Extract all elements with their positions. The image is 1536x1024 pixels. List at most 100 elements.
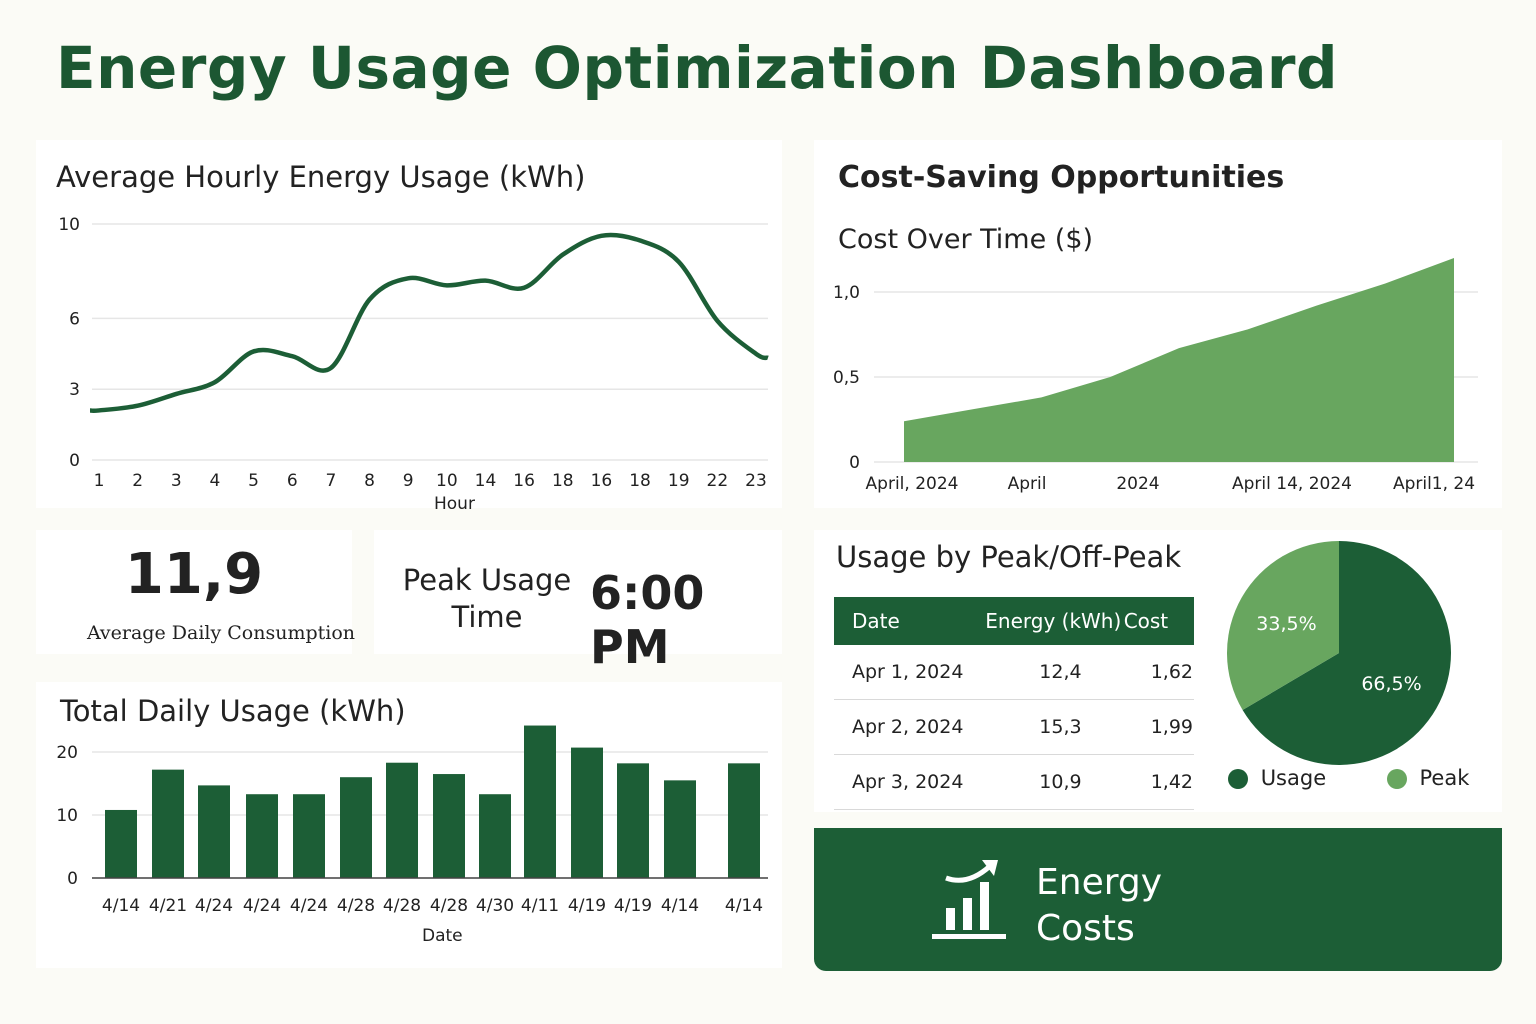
x-tick-label: April bbox=[1008, 474, 1047, 494]
daily-bar bbox=[664, 780, 696, 878]
banner-line1: Energy bbox=[1036, 862, 1163, 903]
table-cell-date: Apr 2, 2024 bbox=[834, 699, 966, 755]
daily-chart-title: Total Daily Usage (kWh) bbox=[60, 694, 406, 728]
peak-time-label: Peak Usage Time bbox=[394, 562, 580, 636]
x-tick-label: 4/14 bbox=[102, 896, 140, 916]
x-tick-label: 8 bbox=[364, 471, 375, 491]
peak-time-value: 6:00 PM bbox=[590, 566, 705, 674]
chart-growth-icon bbox=[932, 856, 1006, 946]
legend-item-usage: Usage bbox=[1228, 766, 1333, 790]
x-tick-label: 4/28 bbox=[337, 896, 375, 916]
pie-slice-usage bbox=[1242, 541, 1451, 765]
pie-legend: Usage Peak bbox=[1228, 766, 1469, 790]
x-tick-label: 9 bbox=[403, 471, 414, 491]
x-tick-label: 1 bbox=[94, 471, 105, 491]
daily-bar bbox=[728, 763, 760, 878]
x-tick-label: 19 bbox=[668, 471, 690, 491]
hourly-x-axis-label: Hour bbox=[434, 494, 475, 514]
daily-bar bbox=[571, 747, 603, 878]
daily-bar bbox=[198, 785, 230, 878]
table-row: Apr 3, 2024 10,9 1,42 bbox=[834, 754, 1194, 810]
x-tick-label: 4/21 bbox=[149, 896, 187, 916]
x-tick-label: 18 bbox=[552, 471, 574, 491]
y-tick-label: 20 bbox=[56, 743, 78, 763]
daily-bar bbox=[386, 762, 418, 878]
table-header-row: Date Energy (kWh) Cost bbox=[834, 597, 1194, 645]
x-tick-label: 5 bbox=[248, 471, 259, 491]
x-tick-label: 2 bbox=[132, 471, 143, 491]
x-tick-label: 4/14 bbox=[725, 896, 763, 916]
daily-usage-panel: Total Daily Usage (kWh) 20 10 0 4/14 4/21 4/2… bbox=[36, 682, 782, 968]
table-cell-cost: 1,42 bbox=[1122, 754, 1194, 810]
table-cell-energy: 10,9 bbox=[965, 754, 1123, 810]
daily-bar bbox=[617, 763, 649, 878]
banner-line2: Costs bbox=[1036, 908, 1135, 949]
column-header-energy: Energy (kWh) bbox=[965, 597, 1123, 645]
table-cell-energy: 12,4 bbox=[965, 645, 1123, 700]
usage-pie-chart: 66,5% 33,5% bbox=[1227, 541, 1451, 765]
cost-area-chart: 1,0 0,5 0 April, 2024 April 2024 April 14, 202… bbox=[833, 258, 1478, 494]
cost-area bbox=[904, 258, 1454, 462]
x-tick-label: 2024 bbox=[1116, 474, 1159, 494]
x-tick-label: 6 bbox=[287, 471, 298, 491]
avg-consumption-card: 11,9 Average Daily Consumption bbox=[36, 530, 355, 654]
table-cell-energy: 15,3 bbox=[965, 699, 1123, 755]
x-tick-label: 22 bbox=[707, 471, 729, 491]
y-tick-label: 10 bbox=[58, 215, 80, 235]
table-cell-cost: 1,62 bbox=[1122, 645, 1194, 700]
x-tick-label: 4/28 bbox=[430, 896, 468, 916]
column-header-cost: Cost bbox=[1122, 597, 1194, 645]
x-tick-label: April 14, 2024 bbox=[1232, 474, 1352, 494]
daily-bar bbox=[340, 777, 372, 878]
hourly-chart-title: Average Hourly Energy Usage (kWh) bbox=[56, 160, 586, 194]
daily-bar bbox=[105, 809, 137, 878]
cost-section-title: Cost-Saving Opportunities bbox=[838, 160, 1285, 195]
pie-slice-label: 66,5% bbox=[1361, 673, 1421, 695]
x-tick-label: 4/30 bbox=[476, 896, 514, 916]
x-tick-label: 4/28 bbox=[383, 896, 421, 916]
table-row: Apr 1, 2024 12,4 1,62 bbox=[834, 645, 1194, 700]
cost-chart-title: Cost Over Time ($) bbox=[838, 224, 1094, 255]
y-tick-label: 0 bbox=[69, 451, 80, 471]
legend-item-peak: Peak bbox=[1386, 766, 1469, 790]
column-header-date: Date bbox=[834, 597, 966, 645]
energy-costs-banner[interactable]: Energy Costs bbox=[814, 828, 1502, 971]
legend-swatch-peak bbox=[1386, 769, 1407, 789]
x-tick-label: 18 bbox=[629, 471, 651, 491]
table-cell-date: Apr 3, 2024 bbox=[834, 754, 966, 810]
daily-bar bbox=[433, 774, 465, 878]
x-tick-label: 7 bbox=[325, 471, 336, 491]
table-cell-cost: 1,99 bbox=[1122, 699, 1194, 755]
x-tick-label: 4/19 bbox=[568, 896, 606, 916]
daily-bar bbox=[152, 769, 184, 878]
x-tick-label: 4/24 bbox=[195, 896, 233, 916]
x-tick-label: 16 bbox=[513, 471, 535, 491]
y-tick-label: 0 bbox=[849, 453, 860, 473]
table-row: Apr 2, 2024 15,3 1,99 bbox=[834, 699, 1194, 755]
pie-slice-peak bbox=[1227, 541, 1339, 711]
x-tick-label: 10 bbox=[436, 471, 458, 491]
x-tick-label: 23 bbox=[745, 471, 767, 491]
peak-time-card: Peak Usage Time 6:00 PM bbox=[374, 530, 782, 674]
y-tick-label: 0,5 bbox=[833, 368, 860, 388]
peak-time-label-line1: Peak Usage bbox=[402, 563, 572, 597]
table-cell-date: Apr 1, 2024 bbox=[834, 645, 966, 700]
legend-swatch-usage bbox=[1228, 769, 1248, 789]
y-tick-label: 3 bbox=[69, 380, 80, 400]
daily-bar-chart: 20 10 0 4/14 4/21 4/24 4/24 4/24 4/28 4/28 4/28 4/3… bbox=[56, 725, 768, 916]
x-tick-label: 16 bbox=[591, 471, 613, 491]
hourly-usage-line bbox=[89, 232, 769, 414]
y-tick-label: 10 bbox=[56, 806, 78, 826]
x-tick-label: 4/24 bbox=[243, 896, 281, 916]
x-tick-label: 3 bbox=[171, 471, 182, 491]
pie-slice-label: 33,5% bbox=[1256, 613, 1316, 635]
legend-label-usage: Usage bbox=[1260, 766, 1327, 790]
page-title: Energy Usage Optimization Dashboard bbox=[56, 34, 1338, 102]
y-tick-label: 0 bbox=[67, 869, 78, 889]
daily-bar bbox=[293, 794, 325, 878]
daily-bar bbox=[479, 794, 511, 878]
x-tick-label: 4/19 bbox=[614, 896, 652, 916]
usage-table: Date Energy (kWh) Cost Apr 1, 2024 12,4 … bbox=[834, 597, 1194, 810]
avg-consumption-label: Average Daily Consumption bbox=[86, 622, 356, 644]
